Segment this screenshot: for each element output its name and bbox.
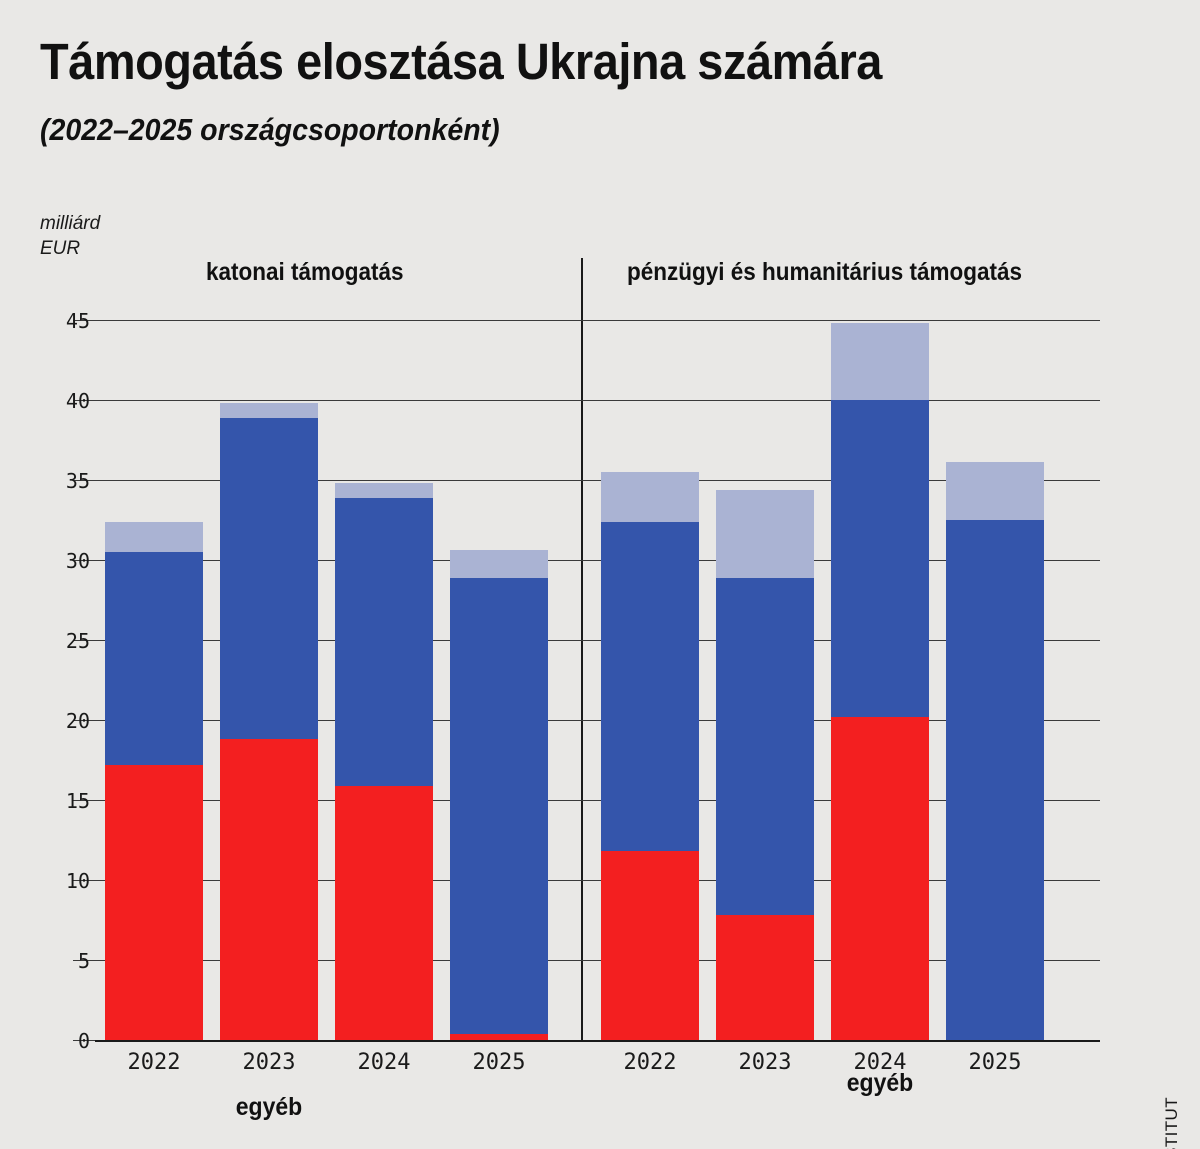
x-axis-tick-label: 2025 (968, 1050, 1022, 1075)
y-axis-tick-label: 40 (65, 389, 90, 413)
gridline (95, 560, 1100, 561)
gridline-stub (73, 880, 95, 881)
gridline (95, 960, 1100, 961)
x-axis-tick-label: 2025 (472, 1050, 526, 1075)
bar-segment-other[interactable] (831, 323, 929, 400)
segment-label-other: egyéb (235, 1093, 303, 1122)
x-axis-tick-label: 2024 (357, 1050, 411, 1075)
gridline-stub (73, 480, 95, 481)
bar-segment-other[interactable] (946, 462, 1044, 520)
gridline-stub (73, 320, 95, 321)
y-axis-tick-label: 5 (77, 949, 90, 973)
gridline-stub (73, 640, 95, 641)
bar-segment-other[interactable] (601, 472, 699, 522)
bar-segment-other[interactable] (450, 550, 548, 578)
y-axis-tick-label: 30 (65, 549, 90, 573)
x-axis-tick-label: 2023 (242, 1050, 296, 1075)
y-axis-tick-label: 0 (77, 1029, 90, 1053)
y-axis-tick-label: 45 (65, 309, 90, 333)
y-axis-unit-label: milliárd EUR (40, 213, 101, 259)
y-axis-tick-label: 15 (65, 789, 90, 813)
y-axis-tick-label: 35 (65, 469, 90, 493)
bar-segment-eu[interactable] (105, 552, 203, 765)
gridline-stub (73, 800, 95, 801)
bar-segment-other[interactable] (716, 489, 814, 578)
bar-segment-us[interactable] (601, 851, 699, 1040)
bar-segment-us[interactable] (335, 785, 433, 1040)
gridline (95, 720, 1100, 721)
bar-segment-us[interactable] (105, 764, 203, 1040)
bar-segment-us[interactable] (716, 915, 814, 1040)
panel-heading-military: katonai támogatás (205, 258, 404, 286)
page-title: Támogatás elosztása Ukrajna számára (40, 33, 882, 90)
bar-segment-eu[interactable] (335, 497, 433, 786)
x-axis-tick-label: 2022 (623, 1050, 677, 1075)
bar-segment-us[interactable] (831, 716, 929, 1040)
bar-segment-other[interactable] (105, 521, 203, 552)
bar-segment-other[interactable] (220, 403, 318, 418)
gridline (95, 640, 1100, 641)
bar-segment-eu[interactable] (946, 520, 1044, 1040)
x-axis-tick-label: 2023 (738, 1050, 792, 1075)
bar-segment-eu[interactable] (716, 577, 814, 916)
panel-divider (581, 258, 583, 1040)
gridline-stub (73, 560, 95, 561)
gridline (95, 400, 1100, 401)
x-axis-tick-label: 2024 (853, 1050, 907, 1075)
bar-segment-eu[interactable] (601, 521, 699, 852)
y-axis-tick-label: 20 (65, 709, 90, 733)
gridline (95, 880, 1100, 881)
gridline (95, 320, 1100, 321)
x-axis-tick-label: 2022 (127, 1050, 181, 1075)
gridline (95, 480, 1100, 481)
bar-segment-us[interactable] (220, 739, 318, 1040)
gridline-stub (73, 400, 95, 401)
y-axis-tick-label: 10 (65, 869, 90, 893)
bar-segment-other[interactable] (335, 483, 433, 498)
bar-segment-eu[interactable] (450, 577, 548, 1034)
bar-segment-eu[interactable] (831, 400, 929, 717)
y-axis-tick-label: 25 (65, 629, 90, 653)
gridline (95, 800, 1100, 801)
gridline-stub (73, 960, 95, 961)
page-subtitle: (2022–2025 országcsoportonként) (40, 112, 500, 147)
source-note: FORRÁS: KIEL INSTITUT (1162, 1097, 1182, 1149)
bar-segment-us[interactable] (450, 1033, 548, 1040)
gridline-stub (73, 720, 95, 721)
gridline (95, 1040, 1100, 1042)
bar-segment-eu[interactable] (220, 417, 318, 740)
gridline-stub (73, 1040, 95, 1041)
panel-heading-financial: pénzügyi és humanitárius támogatás (626, 258, 1023, 286)
